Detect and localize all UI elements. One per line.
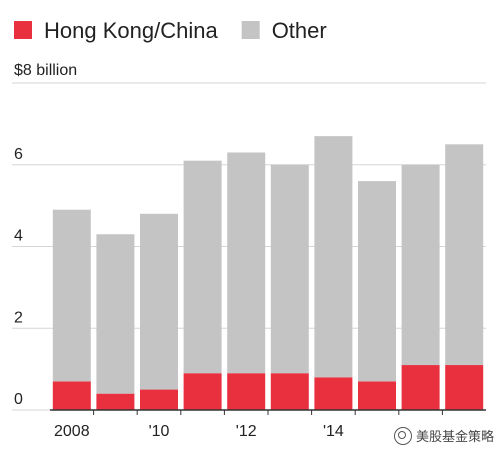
- bar-hong-kong-china-2016: [401, 365, 440, 410]
- bar-other-2010: [140, 213, 178, 390]
- legend-label: Hong Kong/China: [44, 18, 218, 43]
- legend-label: Other: [272, 18, 327, 43]
- bar-other-2012: [227, 152, 266, 374]
- y-tick-label: 4: [14, 228, 23, 245]
- bar-other-2017: [445, 144, 484, 366]
- bar-hong-kong-china-2015: [358, 381, 396, 410]
- y-tick-label: 2: [14, 309, 23, 326]
- watermark-text: 美股基金策略: [415, 430, 494, 445]
- bar-hong-kong-china-2017: [445, 365, 484, 410]
- bar-hong-kong-china-2009: [96, 393, 135, 410]
- watermark-logo-icon: [393, 426, 412, 445]
- bar-hong-kong-china-2012: [227, 373, 266, 410]
- x-tick-label: '10: [149, 423, 170, 440]
- y-tick-label: 0: [14, 391, 23, 408]
- y-tick-label: $8 billion: [14, 62, 77, 79]
- bar-hong-kong-china-2014: [314, 377, 353, 410]
- bar-other-2008: [52, 209, 91, 382]
- y-tick-label: 6: [14, 146, 23, 163]
- watermark: 美股基金策略: [393, 426, 494, 445]
- bar-other-2011: [183, 160, 222, 374]
- bar-hong-kong-china-2008: [52, 381, 91, 410]
- bar-hong-kong-china-2010: [140, 389, 178, 410]
- bar-other-2013: [270, 164, 309, 374]
- legend-swatch-other: [241, 21, 260, 39]
- bar-hong-kong-china-2011: [183, 373, 222, 410]
- legend-swatch-hong-kong-china: [14, 21, 32, 39]
- x-tick-label: 2008: [54, 423, 90, 440]
- bar-other-2009: [96, 234, 135, 394]
- bar-other-2016: [401, 164, 440, 366]
- bar-hong-kong-china-2013: [270, 373, 309, 410]
- bar-other-2014: [314, 136, 353, 378]
- bar-other-2015: [358, 181, 396, 382]
- x-tick-label: '14: [323, 423, 344, 440]
- x-tick-label: '12: [236, 423, 257, 440]
